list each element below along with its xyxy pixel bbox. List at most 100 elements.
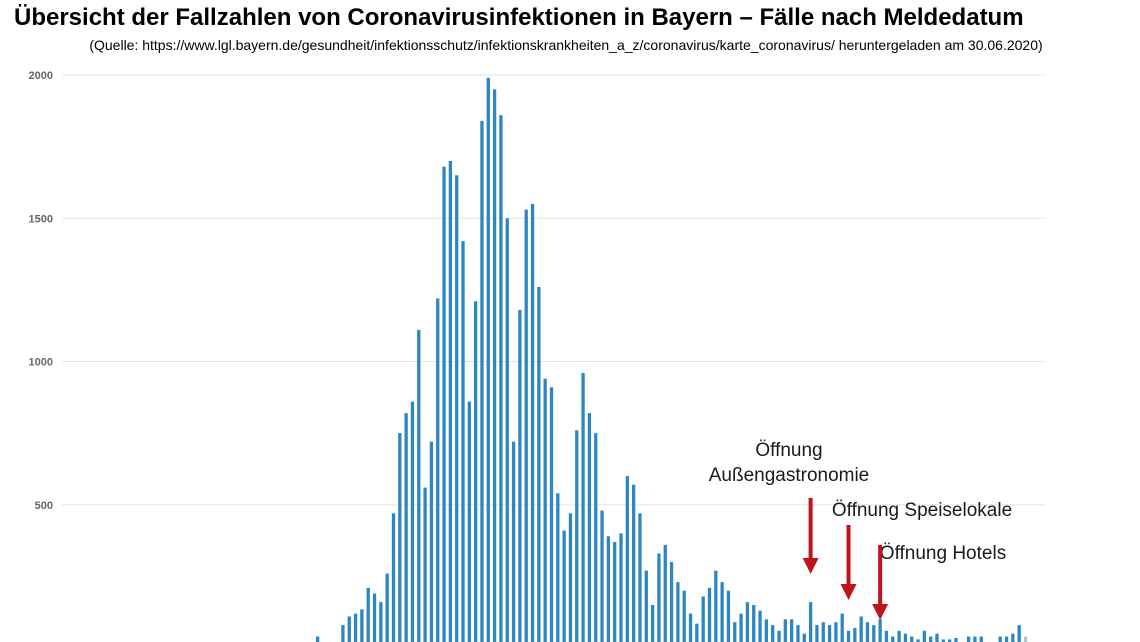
bar bbox=[808, 602, 813, 642]
bar bbox=[594, 433, 598, 642]
bar bbox=[499, 115, 503, 642]
bar bbox=[530, 203, 535, 642]
bars bbox=[316, 77, 1028, 642]
bar bbox=[865, 622, 870, 642]
bar bbox=[391, 513, 396, 642]
bar bbox=[878, 619, 882, 642]
bar bbox=[1011, 633, 1015, 642]
bar bbox=[821, 622, 825, 642]
bar bbox=[663, 544, 667, 642]
bar bbox=[632, 484, 636, 642]
bar bbox=[714, 570, 718, 642]
bar bbox=[954, 637, 958, 642]
bar bbox=[600, 510, 604, 642]
bar bbox=[511, 441, 516, 642]
annotation-label: Öffnung bbox=[755, 440, 822, 461]
bar bbox=[783, 619, 787, 642]
bar bbox=[543, 378, 547, 642]
y-tick-label: 1500 bbox=[29, 213, 53, 225]
bar bbox=[941, 639, 945, 642]
bar bbox=[739, 613, 743, 642]
bar bbox=[518, 309, 522, 642]
bar bbox=[935, 633, 939, 642]
bar bbox=[979, 636, 983, 642]
chart-subtitle: (Quelle: https://www.lgl.bayern.de/gesun… bbox=[89, 37, 1043, 53]
bar bbox=[549, 387, 554, 642]
bar bbox=[707, 587, 712, 642]
bar bbox=[872, 625, 876, 642]
bar bbox=[688, 613, 693, 642]
bar bbox=[404, 413, 408, 642]
y-tick-label: 2000 bbox=[29, 70, 53, 82]
bar bbox=[758, 610, 762, 642]
bar bbox=[903, 633, 908, 642]
bar bbox=[385, 573, 389, 642]
bar bbox=[524, 209, 528, 642]
bar bbox=[802, 633, 806, 642]
bar bbox=[745, 602, 750, 642]
bar bbox=[486, 77, 490, 642]
bar bbox=[316, 636, 320, 642]
bar bbox=[771, 625, 775, 642]
bar bbox=[423, 487, 427, 642]
annotation-label: Außengastronomie bbox=[709, 465, 870, 486]
bar bbox=[846, 630, 851, 642]
bar bbox=[922, 630, 927, 642]
bar bbox=[360, 609, 364, 642]
annotation-arrowhead bbox=[872, 604, 889, 620]
annotation-arrowhead bbox=[802, 558, 819, 574]
bar bbox=[720, 582, 724, 642]
bar bbox=[480, 120, 484, 642]
bar bbox=[1017, 625, 1021, 642]
bar bbox=[1004, 636, 1009, 642]
bar bbox=[657, 553, 661, 642]
bar bbox=[998, 636, 1002, 642]
bar bbox=[562, 530, 566, 642]
bar bbox=[948, 639, 952, 642]
bar bbox=[853, 627, 857, 642]
bar bbox=[777, 630, 781, 642]
y-tick-label: 1000 bbox=[29, 357, 53, 369]
chart-title: Übersicht der Fallzahlen von Coronavirus… bbox=[14, 4, 1024, 31]
bar bbox=[834, 622, 838, 642]
bar bbox=[461, 241, 465, 642]
bar bbox=[726, 590, 731, 642]
bar bbox=[644, 570, 648, 642]
bar bbox=[973, 636, 977, 642]
bar bbox=[436, 298, 440, 642]
bar bbox=[379, 602, 383, 642]
bar bbox=[916, 639, 920, 642]
bar bbox=[398, 433, 402, 642]
bar bbox=[537, 287, 541, 642]
bar bbox=[827, 625, 832, 642]
bar bbox=[455, 175, 459, 642]
bar bbox=[638, 513, 642, 642]
bar bbox=[606, 536, 611, 642]
bar bbox=[701, 596, 705, 642]
bar bbox=[796, 625, 800, 642]
bar bbox=[619, 533, 623, 642]
annotation-label: Öffnung Hotels bbox=[880, 543, 1006, 564]
bar bbox=[733, 622, 737, 642]
bar bbox=[650, 605, 655, 642]
bar bbox=[966, 636, 971, 642]
bar bbox=[859, 616, 863, 642]
bar bbox=[676, 582, 680, 642]
bar bbox=[341, 625, 345, 642]
bar bbox=[790, 619, 794, 642]
bar bbox=[815, 625, 819, 642]
bar bbox=[448, 160, 453, 642]
bar bbox=[492, 89, 497, 642]
bar bbox=[410, 401, 415, 642]
bar bbox=[587, 413, 592, 642]
bar bbox=[366, 587, 370, 642]
bar bbox=[556, 493, 560, 642]
bar bbox=[891, 636, 895, 642]
bar bbox=[442, 166, 446, 642]
y-axis-ticks: 0500100015002000 bbox=[29, 70, 53, 512]
annotation-label: Öffnung Speiselokale bbox=[832, 500, 1012, 521]
bar bbox=[929, 636, 933, 642]
bar bbox=[353, 613, 358, 642]
bar bbox=[840, 613, 844, 642]
